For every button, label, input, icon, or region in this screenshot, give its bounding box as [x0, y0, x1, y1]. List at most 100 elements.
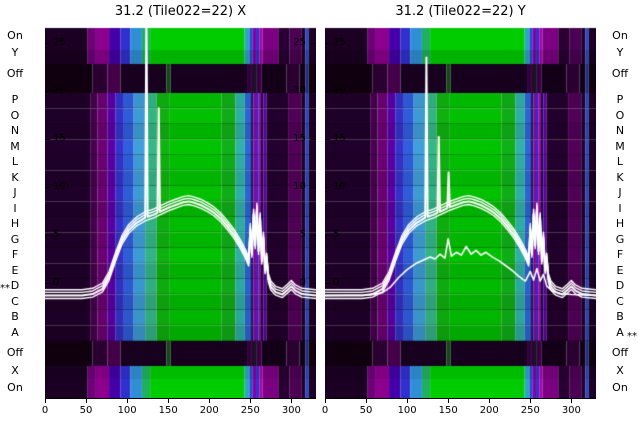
y-tick-mark — [325, 42, 330, 44]
row-label-left-h: H — [10, 217, 20, 230]
y-tick-mark — [325, 234, 330, 236]
row-label-left-on: On — [7, 29, 23, 42]
x-tick-label: 50 — [79, 405, 93, 416]
y-tick-label: 10 — [53, 181, 66, 192]
row-label-right-g: G — [615, 233, 625, 246]
row-label-right-f: F — [616, 248, 624, 261]
y-tick-mark — [45, 234, 50, 236]
x-tick-label: 150 — [158, 405, 178, 416]
y-tick-label-right: 15 — [293, 133, 306, 144]
y-tick-mark-right — [311, 234, 316, 236]
row-label-left-l: L — [11, 155, 19, 168]
row-label-left-i: I — [13, 202, 17, 215]
row-label-left-g: G — [10, 233, 20, 246]
row-label-right-n: N — [615, 124, 625, 137]
row-label-right-j: J — [618, 186, 622, 199]
y-tick-mark-right — [311, 138, 316, 140]
row-label-left-k: K — [11, 171, 19, 184]
row-label-right-off: Off — [611, 346, 629, 359]
x-tick-label: 0 — [41, 405, 49, 416]
x-tick-label: 200 — [479, 405, 499, 416]
row-label-left-o: O — [10, 109, 20, 122]
x-tick-label: 250 — [240, 405, 260, 416]
y-tick-mark-right — [311, 282, 316, 284]
row-label-left-e: E — [11, 264, 19, 277]
y-tick-mark — [45, 42, 50, 44]
x-tick-mark — [365, 399, 367, 403]
y-tick-label-right: 25 — [293, 37, 306, 48]
x-tick-mark — [249, 399, 251, 403]
x-tick-mark — [488, 399, 490, 403]
y-tick-mark — [45, 90, 50, 92]
y-tick-mark — [325, 90, 330, 92]
row-label-left-y: Y — [11, 46, 19, 59]
x-tick-label: 300 — [281, 405, 301, 416]
y-tick-label: 25 — [53, 37, 66, 48]
x-tick-mark — [324, 399, 326, 403]
y-tick-label: 20 — [333, 85, 346, 96]
y-tick-mark — [45, 282, 50, 284]
y-tick-mark-right — [311, 90, 316, 92]
x-tick-label: 100 — [397, 405, 417, 416]
y-tick-label-right: 0 — [299, 277, 306, 288]
x-tick-mark — [529, 399, 531, 403]
row-label-right-off: Off — [611, 67, 629, 80]
row-label-right-on: On — [612, 381, 628, 394]
star-marker-left: ** — [0, 283, 10, 294]
x-tick-mark — [406, 399, 408, 403]
row-label-left-p: P — [11, 93, 19, 106]
x-axis-line-y — [325, 398, 596, 399]
y-tick-label-right: 5 — [299, 229, 306, 240]
row-label-left-n: N — [10, 124, 20, 137]
row-label-right-o: O — [615, 109, 625, 122]
heatmap-canvas-x — [45, 8, 316, 398]
x-tick-label: 0 — [321, 405, 329, 416]
row-label-right-p: P — [616, 93, 624, 106]
y-tick-label: 15 — [53, 133, 66, 144]
row-label-right-m: M — [615, 140, 625, 153]
y-tick-label: 20 — [53, 85, 66, 96]
y-tick-label: 5 — [333, 229, 340, 240]
row-label-left-x: X — [11, 364, 19, 377]
y-tick-label-right: 10 — [293, 181, 306, 192]
heatmap-canvas-y — [325, 8, 596, 398]
x-tick-label: 50 — [359, 405, 373, 416]
row-label-left-a: A — [11, 326, 19, 339]
y-tick-label: 5 — [53, 229, 60, 240]
x-tick-label: 250 — [520, 405, 540, 416]
x-tick-label: 300 — [561, 405, 581, 416]
y-tick-label: 25 — [333, 37, 346, 48]
row-label-left-d: D — [10, 279, 20, 292]
row-label-left-off: Off — [6, 346, 24, 359]
x-tick-mark — [447, 399, 449, 403]
row-label-right-a: A — [616, 326, 624, 339]
row-label-right-l: L — [616, 155, 624, 168]
y-tick-label: 0 — [333, 277, 340, 288]
row-label-right-c: C — [616, 295, 624, 308]
x-tick-label: 150 — [438, 405, 458, 416]
row-label-left-m: M — [10, 140, 20, 153]
row-label-left-off: Off — [6, 67, 24, 80]
y-tick-label: 0 — [53, 277, 60, 288]
y-tick-mark — [45, 138, 50, 140]
y-tick-mark — [325, 186, 330, 188]
row-label-right-e: E — [616, 264, 624, 277]
x-tick-mark — [290, 399, 292, 403]
y-tick-label: 10 — [333, 181, 346, 192]
row-label-right-on: On — [612, 29, 628, 42]
row-label-right-x: X — [616, 364, 624, 377]
y-tick-mark-right — [311, 186, 316, 188]
x-tick-mark — [85, 399, 87, 403]
x-tick-mark — [208, 399, 210, 403]
y-tick-mark-right — [311, 42, 316, 44]
row-label-right-i: I — [618, 202, 622, 215]
row-label-left-on: On — [7, 381, 23, 394]
row-label-left-c: C — [11, 295, 19, 308]
x-axis-line-x — [45, 398, 316, 399]
star-marker-right: ** — [627, 331, 637, 342]
x-tick-label: 200 — [199, 405, 219, 416]
row-label-right-b: B — [616, 310, 624, 323]
row-label-left-f: F — [11, 248, 19, 261]
row-label-right-k: K — [616, 171, 624, 184]
